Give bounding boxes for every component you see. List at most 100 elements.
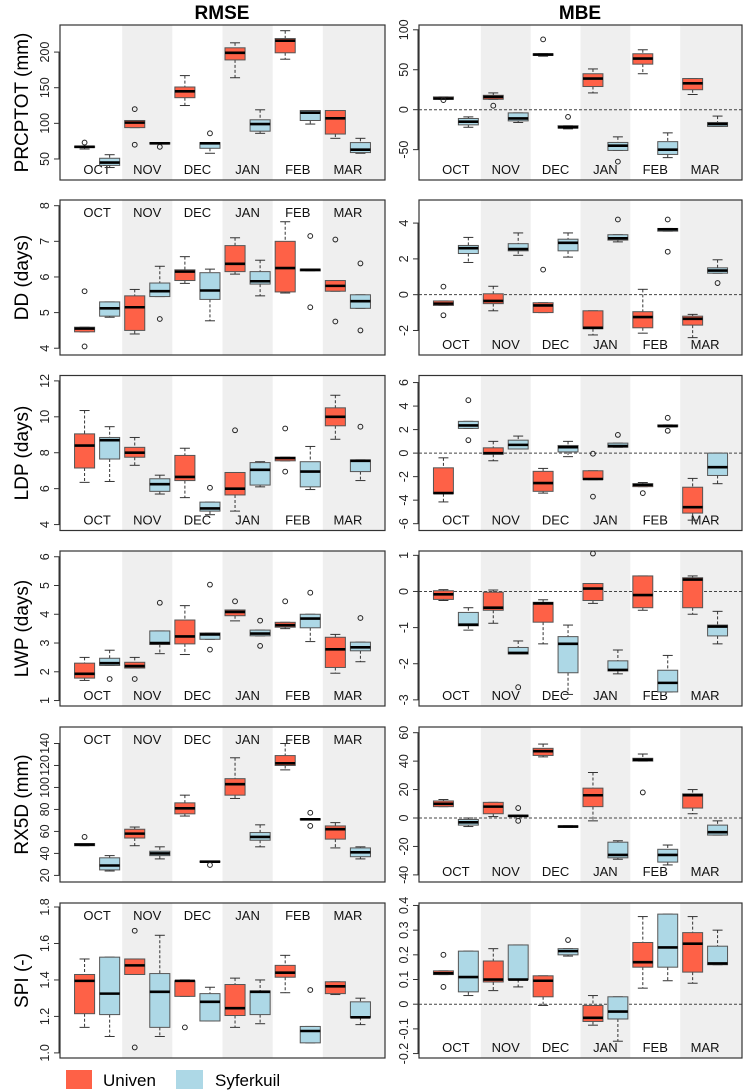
box-univen-nov (482, 92, 504, 109)
outlier-point (232, 598, 238, 605)
y-tick-label: -0.1 (397, 1018, 411, 1040)
outlier-point (590, 493, 596, 500)
box-univen-feb (632, 753, 654, 796)
outlier-point (156, 599, 163, 606)
month-label: MAR (691, 337, 720, 352)
box-univen-dec (174, 605, 196, 656)
outlier-point (664, 427, 671, 434)
box-univen-jan (582, 68, 604, 94)
box-univen-feb (274, 598, 296, 630)
box-iqr (299, 461, 321, 488)
box-syferkuil-jan (249, 617, 271, 649)
month-band (680, 903, 742, 1058)
box-univen-oct (432, 457, 454, 503)
box-syferkuil-feb (299, 809, 321, 829)
box-syferkuil-oct (457, 607, 479, 631)
box-syferkuil-jan (607, 649, 629, 675)
outlier-point (614, 216, 621, 223)
box-iqr (582, 583, 604, 601)
month-label: MAR (691, 688, 720, 703)
outlier-point (614, 158, 621, 165)
box-univen-oct (74, 656, 96, 681)
box-syferkuil-mar (349, 997, 371, 1026)
y-tick-label: 140 (38, 733, 52, 754)
month-label: OCT (442, 864, 470, 879)
month-label: FEB (285, 908, 310, 923)
box-iqr (74, 662, 96, 679)
outlier-point (282, 425, 289, 432)
month-label: NOV (133, 908, 162, 923)
box-syferkuil-mar (707, 929, 729, 966)
y-tick-label: 4 (38, 345, 52, 352)
month-band (480, 25, 531, 180)
box-iqr (507, 944, 529, 981)
month-band (122, 200, 173, 355)
y-tick-label: 1.0 (38, 1044, 52, 1061)
box-iqr (174, 269, 196, 282)
box-iqr (682, 486, 704, 514)
panel-border (59, 199, 386, 356)
outlier-point (282, 598, 289, 605)
mbe-column-title: MBE (559, 3, 601, 24)
box-iqr (324, 981, 346, 995)
box-iqr (657, 669, 679, 693)
box-univen-nov (124, 656, 146, 682)
month-band (322, 25, 385, 180)
box-syferkuil-mar (707, 452, 729, 485)
box-univen-oct (74, 834, 96, 847)
box-iqr (482, 960, 504, 983)
month-label: JAN (593, 864, 618, 879)
box-iqr (174, 619, 196, 645)
box-syferkuil-mar (349, 260, 371, 334)
y-tick-label: 60 (397, 726, 411, 740)
box-syferkuil-mar (707, 115, 729, 127)
outlier-point (565, 937, 571, 943)
box-iqr (174, 980, 196, 997)
month-band (480, 551, 531, 706)
box-iqr (249, 462, 271, 486)
outlier-point (307, 823, 314, 829)
box-iqr (682, 577, 704, 609)
box-iqr (299, 1025, 321, 1044)
y-tick-label: 80 (38, 802, 52, 816)
outlier-point (440, 951, 447, 958)
month-label: FEB (643, 513, 668, 528)
box-syferkuil-nov (149, 599, 171, 655)
month-band (122, 727, 173, 882)
box-univen-oct (74, 139, 96, 150)
y-tick-label: 0.3 (397, 921, 411, 938)
box-syferkuil-oct (99, 855, 121, 872)
box-iqr (99, 436, 121, 460)
box-syferkuil-oct (457, 236, 479, 263)
box-syferkuil-jan (607, 996, 629, 1042)
month-label: JAN (235, 732, 260, 747)
month-label: NOV (133, 205, 162, 220)
box-univen-oct (432, 283, 454, 319)
box-iqr (224, 471, 246, 496)
month-band (480, 200, 531, 355)
box-syferkuil-mar (349, 137, 371, 154)
box-univen-oct (432, 951, 454, 990)
box-syferkuil-oct (99, 649, 121, 682)
box-syferkuil-nov (507, 805, 529, 824)
outlier-point (664, 248, 671, 255)
outlier-point (131, 106, 138, 112)
box-iqr (149, 973, 171, 1028)
box-univen-jan (224, 598, 246, 622)
outlier-point (282, 468, 289, 475)
month-label: JAN (593, 337, 618, 352)
y-tick-label: 100 (38, 113, 52, 134)
panel-mbe-9: -40 -20 0 20 40 60 OCT NOV DEC JAN FEB MAR (397, 726, 743, 884)
box-syferkuil-oct (99, 154, 121, 169)
month-label: DEC (184, 732, 211, 747)
legend-swatch-univen (66, 1070, 92, 1089)
month-label: DEC (184, 513, 211, 528)
month-label: OCT (83, 205, 111, 220)
y-tick-label: -2 (397, 471, 411, 482)
outlier-point (332, 236, 339, 243)
month-label: MAR (333, 205, 362, 220)
box-iqr (557, 636, 579, 674)
box-iqr (657, 913, 679, 968)
month-label: DEC (542, 162, 569, 177)
